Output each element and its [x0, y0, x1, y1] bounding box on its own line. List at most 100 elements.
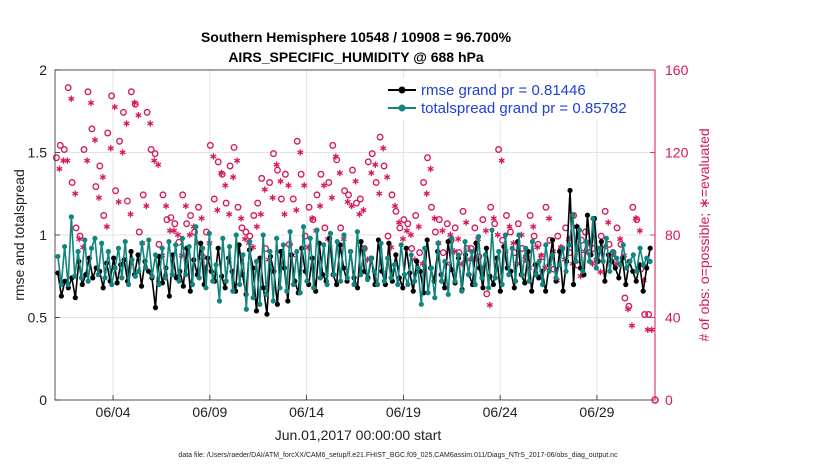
rmse-point: [180, 283, 186, 289]
evaluated-obs-point: [269, 194, 276, 201]
evaluated-obs-point: [320, 182, 328, 189]
totalspread-point: [297, 290, 303, 296]
totalspread-point: [139, 240, 145, 246]
totalspread-point: [412, 278, 418, 284]
evaluated-obs-point: [624, 305, 632, 313]
totalspread-point: [324, 281, 330, 288]
totalspread-point: [640, 262, 647, 268]
totalspread-point: [115, 245, 122, 251]
evaluated-obs-point: [336, 169, 343, 177]
totalspread-point: [647, 258, 653, 264]
possible-obs-point: [384, 232, 392, 240]
evaluated-obs-point: [605, 219, 612, 226]
possible-obs-point: [364, 158, 372, 166]
totalspread-point: [475, 234, 482, 240]
evaluated-obs-point: [107, 145, 114, 152]
evaluated-obs-point: [648, 326, 655, 333]
possible-obs-point: [183, 220, 191, 228]
possible-obs-point: [526, 212, 534, 219]
rmse-point: [393, 252, 399, 258]
possible-obs-point: [234, 203, 242, 211]
totalspread-point: [210, 278, 216, 284]
possible-obs-point: [439, 249, 447, 257]
series-layer: [52, 84, 659, 404]
totalspread-point: [469, 248, 475, 255]
totalspread-point: [401, 272, 408, 278]
totalspread-point: [58, 281, 64, 288]
evaluated-obs-point: [147, 120, 154, 127]
possible-obs-point: [641, 311, 649, 318]
totalspread-point: [415, 265, 421, 271]
totalspread-point: [358, 272, 364, 278]
possible-obs-point: [64, 84, 72, 92]
evaluated-obs-point: [332, 153, 339, 160]
evaluated-obs-point: [253, 223, 260, 230]
rmse-point: [274, 301, 280, 307]
possible-obs-point: [230, 143, 238, 151]
evaluated-obs-point: [455, 235, 462, 243]
possible-obs-point: [214, 158, 222, 166]
totalspread-point: [381, 278, 387, 284]
evaluated-obs-point: [490, 215, 497, 222]
totalspread-point: [169, 272, 175, 278]
evaluated-obs-point: [64, 157, 71, 164]
rmse-point: [128, 248, 134, 255]
totalspread-point: [213, 262, 219, 268]
possible-obs-point: [396, 224, 404, 232]
totalspread-point: [455, 252, 461, 258]
rmse-point: [644, 265, 650, 271]
totalspread-point: [173, 242, 179, 248]
totalspread-point: [280, 242, 286, 248]
possible-obs-point: [372, 179, 380, 186]
possible-obs-point: [412, 212, 420, 219]
totalspread-point: [354, 229, 360, 235]
rmse-point: [616, 275, 622, 281]
evaluated-obs-point: [407, 231, 414, 239]
possible-obs-point: [112, 187, 120, 195]
possible-obs-point: [242, 228, 250, 236]
rmse-point: [424, 237, 430, 243]
y-tick-label: 0.5: [28, 310, 48, 326]
x-tick-label: 06/14: [289, 404, 324, 420]
totalspread-point: [472, 281, 478, 288]
totalspread-point: [499, 281, 505, 288]
evaluated-obs-point: [463, 219, 470, 226]
evaluated-obs-point: [494, 231, 501, 239]
rmse-point: [442, 285, 448, 291]
rmse-point: [543, 288, 549, 294]
totalspread-point: [374, 281, 381, 288]
evaluated-obs-point: [486, 301, 493, 309]
evaluated-obs-point: [119, 149, 126, 156]
totalspread-point: [368, 255, 374, 261]
totalspread-point: [603, 235, 610, 241]
totalspread-point: [630, 252, 636, 258]
possible-obs-point: [155, 240, 163, 248]
rmse-point: [135, 252, 141, 258]
evaluated-obs-point: [198, 215, 205, 222]
totalspread-point: [277, 285, 283, 291]
totalspread-point: [570, 212, 576, 218]
possible-obs-point: [250, 212, 258, 219]
totalspread-point: [88, 245, 95, 251]
totalspread-point: [300, 224, 307, 230]
totalspread-point: [465, 272, 472, 278]
possible-obs-point: [491, 220, 499, 228]
evaluated-obs-point: [234, 157, 241, 164]
possible-obs-point: [254, 199, 262, 207]
totalspread-point: [304, 278, 310, 284]
legend-box: [386, 78, 652, 120]
possible-obs-point: [258, 174, 266, 182]
totalspread-point: [82, 237, 88, 243]
evaluated-obs-point: [115, 198, 122, 206]
rmse-point: [570, 281, 577, 288]
totalspread-point: [378, 240, 384, 246]
rmse-point: [260, 285, 267, 291]
evaluated-obs-point: [182, 202, 189, 210]
evaluated-obs-point: [131, 99, 138, 107]
possible-obs-point: [337, 224, 345, 232]
totalspread-point: [371, 268, 377, 274]
totalspread-point: [129, 257, 135, 263]
rmse-point: [556, 248, 563, 255]
evaluated-obs-point: [76, 235, 83, 243]
rmse-point: [567, 187, 573, 194]
